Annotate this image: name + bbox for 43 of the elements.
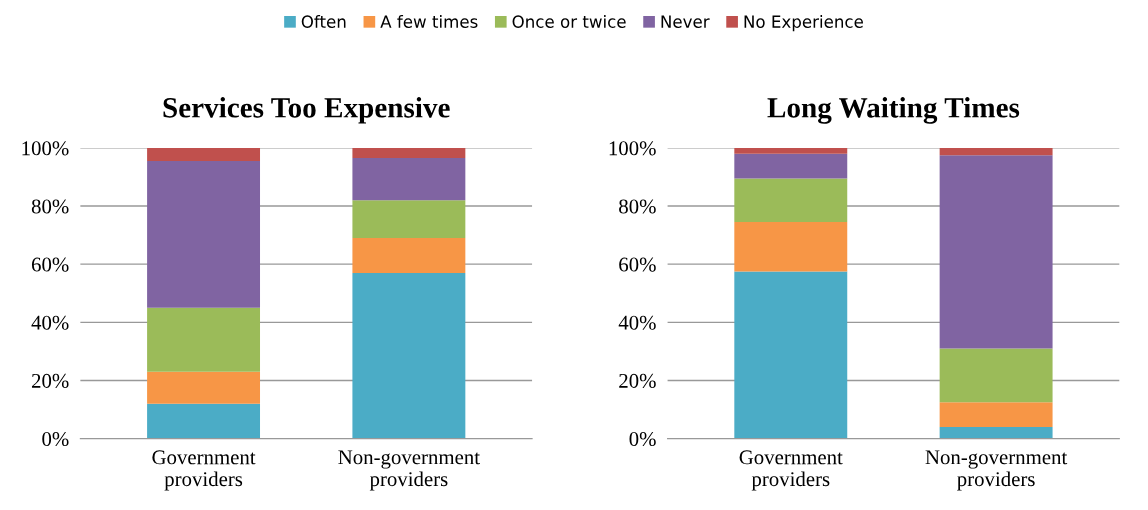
bar [352, 200, 466, 239]
bar [939, 426, 1053, 439]
bar [734, 178, 848, 223]
y-tick-label: 80% [619, 199, 656, 214]
y-tick-label: 100% [22, 141, 69, 156]
bar [939, 147, 1053, 156]
y-tick-label: 60% [31, 257, 69, 272]
legend-label: A few times [380, 15, 478, 28]
bar [147, 371, 261, 404]
bar [147, 147, 261, 161]
y-tick-label: 60% [619, 257, 656, 272]
bar [734, 222, 848, 272]
bar [352, 272, 466, 439]
bar [352, 158, 466, 201]
bar [939, 402, 1053, 427]
x-tick-label: Government providers [152, 450, 256, 491]
y-tick-label: 0% [629, 431, 656, 447]
y-tick-label: 0% [42, 431, 69, 447]
y-tick-label: 100% [609, 141, 656, 156]
x-tick-label: Government providers [739, 450, 843, 491]
y-tick-label: 20% [619, 373, 656, 388]
bar [352, 238, 466, 273]
x-tick-label: Non-government providers [925, 450, 1068, 491]
bar [352, 147, 466, 159]
bar [147, 307, 261, 372]
bar [734, 271, 848, 439]
bar [939, 348, 1053, 403]
bar [734, 153, 848, 179]
y-tick-label: 80% [31, 199, 69, 214]
legend-label: Never [661, 15, 710, 28]
chart-title: Long Waiting Times [767, 97, 1020, 124]
bar [147, 403, 261, 439]
chart-title: Services Too Expensive [163, 97, 450, 124]
y-tick-label: 20% [31, 373, 69, 388]
y-tick-label: 40% [31, 315, 69, 330]
legend-label: Often [301, 15, 346, 28]
y-tick-label: 40% [618, 315, 656, 330]
bar [147, 160, 261, 308]
legend-label: Once or twice [512, 15, 626, 28]
bar [939, 155, 1053, 349]
legend-label: No Experience [744, 15, 863, 32]
bar [734, 147, 848, 154]
x-tick-label: Non-government providers [338, 450, 480, 491]
